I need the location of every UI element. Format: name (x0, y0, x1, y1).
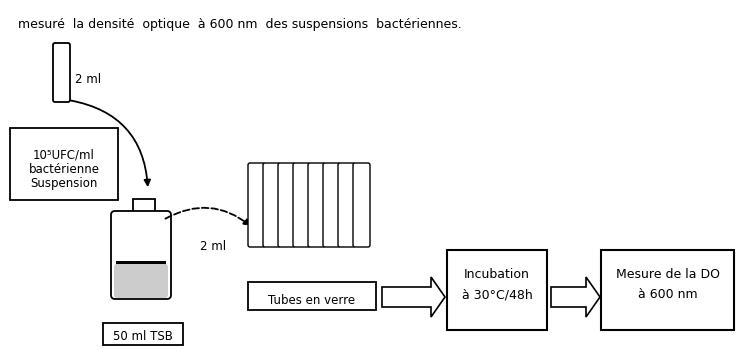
Text: 2 ml: 2 ml (200, 240, 226, 253)
FancyBboxPatch shape (308, 163, 325, 247)
Bar (116, 261, 166, 270)
Text: à 600 nm: à 600 nm (638, 288, 697, 301)
FancyBboxPatch shape (248, 282, 376, 310)
FancyBboxPatch shape (133, 199, 155, 215)
Text: 2 ml: 2 ml (75, 73, 101, 86)
Text: Tubes en verre: Tubes en verre (269, 294, 355, 307)
FancyBboxPatch shape (10, 128, 118, 200)
FancyBboxPatch shape (601, 250, 734, 330)
Text: Suspension: Suspension (30, 177, 98, 190)
Polygon shape (551, 277, 600, 317)
FancyBboxPatch shape (263, 163, 280, 247)
FancyBboxPatch shape (53, 43, 70, 102)
Text: à 30°C/48h: à 30°C/48h (462, 288, 532, 301)
FancyBboxPatch shape (278, 163, 295, 247)
Text: bactérienne: bactérienne (29, 163, 99, 176)
FancyBboxPatch shape (248, 163, 265, 247)
FancyBboxPatch shape (338, 163, 355, 247)
FancyBboxPatch shape (103, 323, 183, 345)
Text: 50 ml TSB: 50 ml TSB (113, 330, 173, 343)
Text: Mesure de la DO: Mesure de la DO (616, 268, 719, 281)
FancyBboxPatch shape (293, 163, 310, 247)
FancyBboxPatch shape (323, 163, 340, 247)
FancyBboxPatch shape (114, 264, 168, 298)
Text: mesuré  la densité  optique  à 600 nm  des suspensions  bactériennes.: mesuré la densité optique à 600 nm des s… (18, 18, 462, 31)
FancyBboxPatch shape (447, 250, 547, 330)
FancyArrowPatch shape (71, 101, 150, 185)
Text: Incubation: Incubation (464, 268, 530, 281)
FancyBboxPatch shape (111, 211, 171, 299)
Text: 10⁵UFC/ml: 10⁵UFC/ml (33, 149, 95, 162)
FancyBboxPatch shape (353, 163, 370, 247)
Polygon shape (382, 277, 445, 317)
FancyArrowPatch shape (166, 208, 249, 225)
